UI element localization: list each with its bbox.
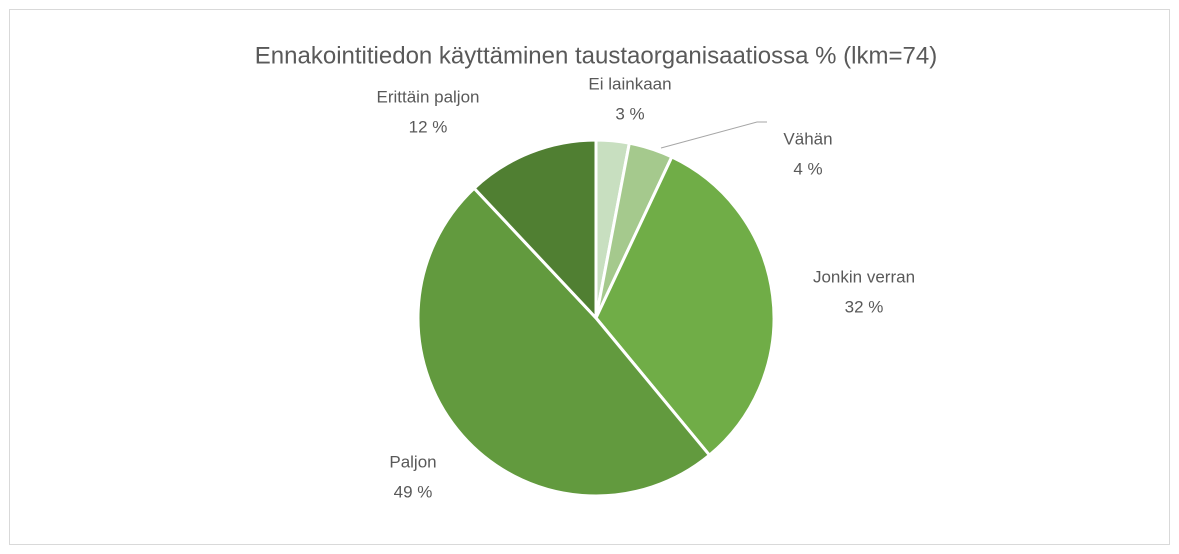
slice-category-label: Paljon [389, 452, 436, 471]
pie-slice [472, 138, 598, 320]
slice-value-label: 12 % [409, 117, 448, 136]
leader-line [660, 121, 767, 149]
chart-title: Ennakointitiedon käyttäminen taustaorgan… [255, 42, 937, 69]
slice-category-label: Jonkin verran [813, 267, 915, 286]
slice-category-label: Ei lainkaan [588, 74, 671, 93]
slice-value-label: 32 % [845, 297, 884, 316]
pie-slice [416, 186, 711, 498]
slice-value-label: 4 % [793, 159, 822, 178]
pie-slice [594, 155, 776, 457]
slice-category-label: Erittäin paljon [376, 87, 479, 106]
slice-value-label: 3 % [615, 104, 644, 123]
slice-category-label: Vähän [783, 129, 832, 148]
slice-value-label: 49 % [394, 482, 433, 501]
